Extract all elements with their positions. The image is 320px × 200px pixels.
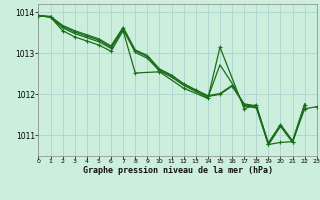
X-axis label: Graphe pression niveau de la mer (hPa): Graphe pression niveau de la mer (hPa) [83, 166, 273, 175]
